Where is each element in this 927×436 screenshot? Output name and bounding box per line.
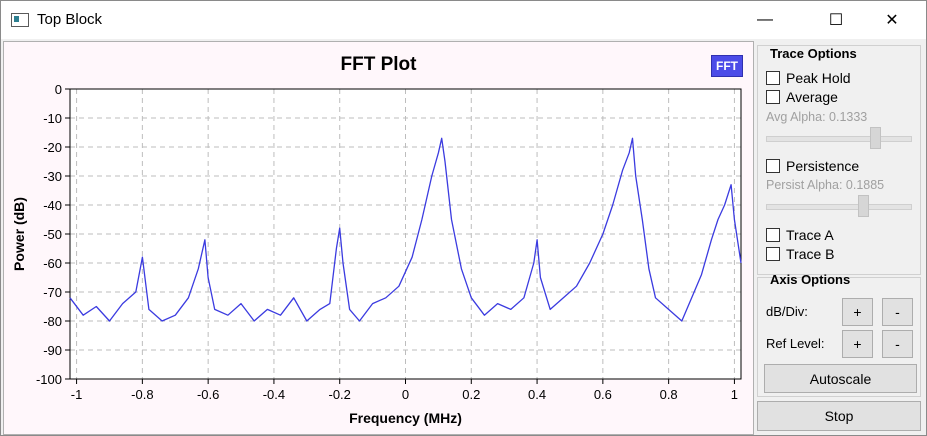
y-tick-label: -70 — [43, 285, 62, 300]
avg-alpha-label: Avg Alpha: 0.1333 — [766, 110, 868, 124]
average-checkbox[interactable]: Average — [766, 89, 838, 105]
persist-alpha-label: Persist Alpha: 0.1885 — [766, 178, 885, 192]
y-axis-label: Power (dB) — [11, 197, 27, 271]
trace-b-checkbox[interactable]: Trace B — [766, 246, 835, 262]
db-div-plus-button[interactable]: + — [842, 298, 873, 326]
x-tick-label: 0.8 — [660, 387, 678, 402]
plot-frame — [69, 88, 742, 380]
y-tick-label: -100 — [36, 372, 62, 387]
persistence-label: Persistence — [786, 158, 860, 174]
fft-plot-area[interactable]: 0 -10 -20 -30 -40 -50 -60 -70 -80 -90 -100 -1 -0.8 -0… — [3, 41, 754, 435]
fft-trace-line[interactable] — [69, 137, 742, 322]
x-tick-label: -1 — [71, 387, 83, 402]
y-tick-label: -50 — [43, 227, 62, 242]
stop-button[interactable]: Stop — [757, 401, 921, 431]
persist-alpha-slider-handle[interactable] — [858, 195, 870, 217]
y-tick-label: -60 — [43, 256, 62, 271]
trace-a-label: Trace A — [786, 227, 834, 243]
plot-title: FFT Plot — [340, 54, 417, 75]
x-tick-label: 0.4 — [528, 387, 546, 402]
close-button[interactable]: ✕ — [885, 12, 899, 29]
trace-options-group: Trace Options Peak Hold Average Avg Alph… — [757, 45, 921, 275]
autoscale-button[interactable]: Autoscale — [764, 364, 917, 393]
window-title: Top Block — [37, 11, 103, 28]
axis-options-title: Axis Options — [770, 272, 851, 287]
minimize-button[interactable]: — — [757, 11, 773, 28]
x-tick-label: -0.2 — [329, 387, 351, 402]
checkbox-icon[interactable] — [766, 228, 780, 242]
x-tick-label: -0.8 — [131, 387, 153, 402]
x-axis-label: Frequency (MHz) — [349, 410, 462, 426]
trace-a-checkbox[interactable]: Trace A — [766, 227, 834, 243]
y-tick-label: -40 — [43, 198, 62, 213]
peak-hold-label: Peak Hold — [786, 70, 851, 86]
x-tick-label: 0.2 — [462, 387, 480, 402]
persistence-checkbox[interactable]: Persistence — [766, 158, 859, 174]
control-panel: Trace Options Peak Hold Average Avg Alph… — [754, 41, 926, 435]
checkbox-icon[interactable] — [766, 159, 780, 173]
y-tick-label: -30 — [43, 169, 62, 184]
fft-chart[interactable]: 0 -10 -20 -30 -40 -50 -60 -70 -80 -90 -100 -1 -0.8 -0… — [4, 42, 753, 434]
x-tick-label: -0.4 — [263, 387, 285, 402]
x-tick-label: -0.6 — [197, 387, 219, 402]
trace-b-label: Trace B — [786, 246, 835, 262]
trace-options-title: Trace Options — [770, 46, 857, 61]
ref-level-label: Ref Level: — [766, 336, 825, 351]
maximize-button[interactable]: ☐ — [828, 12, 844, 29]
ref-level-minus-button[interactable]: - — [882, 330, 913, 358]
y-tick-label: -80 — [43, 314, 62, 329]
average-label: Average — [786, 89, 838, 105]
avg-alpha-slider[interactable] — [766, 127, 912, 149]
y-tick-label: 0 — [55, 82, 62, 97]
app-icon — [11, 13, 29, 27]
fft-legend-badge[interactable]: FFT — [711, 55, 743, 77]
checkbox-icon[interactable] — [766, 71, 780, 85]
y-tick-label: -10 — [43, 111, 62, 126]
axis-options-group: Axis Options dB/Div: + - Ref Level: + - … — [757, 272, 921, 397]
checkbox-icon[interactable] — [766, 247, 780, 261]
avg-alpha-slider-handle[interactable] — [870, 127, 881, 149]
x-tick-label: 1 — [731, 387, 738, 402]
title-bar[interactable]: Top Block — ☐ ✕ — [1, 1, 926, 39]
y-tick-label: -90 — [43, 343, 62, 358]
db-div-label: dB/Div: — [766, 304, 808, 319]
y-tick-label: -20 — [43, 140, 62, 155]
db-div-minus-button[interactable]: - — [882, 298, 913, 326]
x-tick-label: 0 — [402, 387, 409, 402]
ref-level-plus-button[interactable]: + — [842, 330, 873, 358]
checkbox-icon[interactable] — [766, 90, 780, 104]
peak-hold-checkbox[interactable]: Peak Hold — [766, 70, 851, 86]
x-tick-label: 0.6 — [594, 387, 612, 402]
persist-alpha-slider[interactable] — [766, 195, 912, 217]
